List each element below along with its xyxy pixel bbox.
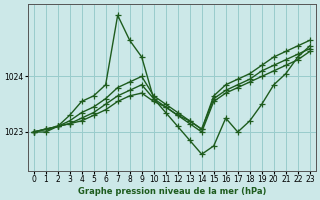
X-axis label: Graphe pression niveau de la mer (hPa): Graphe pression niveau de la mer (hPa) — [77, 187, 266, 196]
